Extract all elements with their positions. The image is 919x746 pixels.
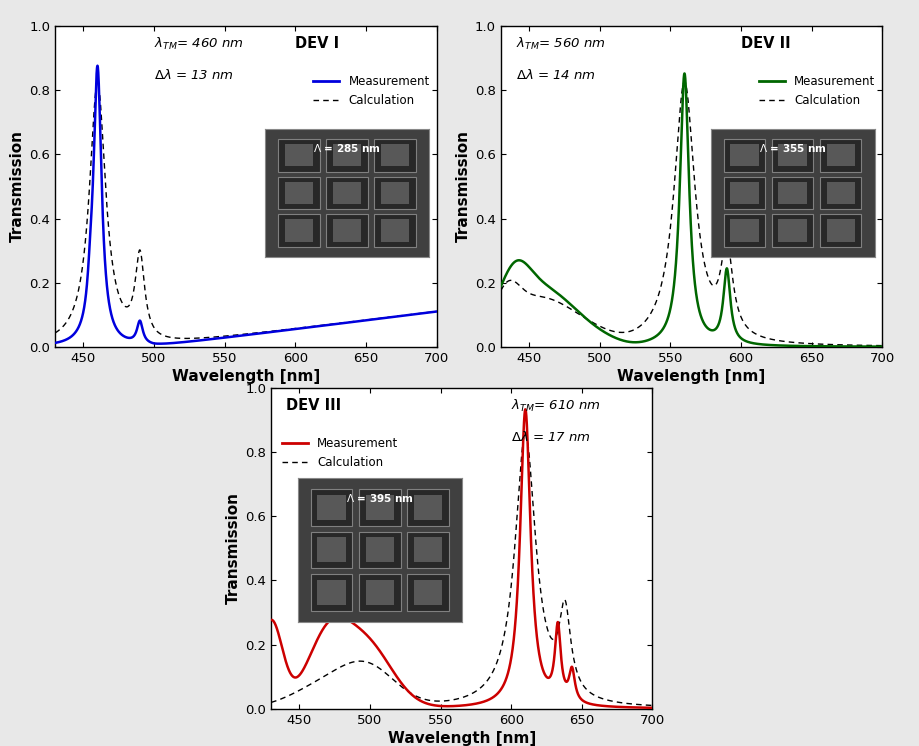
Text: $\lambda_{TM}$= 560 nm: $\lambda_{TM}$= 560 nm [516, 36, 606, 51]
X-axis label: Wavelength [nm]: Wavelength [nm] [388, 731, 536, 746]
Text: $\Delta\lambda$ = 14 nm: $\Delta\lambda$ = 14 nm [516, 68, 596, 82]
Text: DEV I: DEV I [295, 36, 339, 51]
Text: $\Delta\lambda$ = 13 nm: $\Delta\lambda$ = 13 nm [154, 68, 234, 82]
Text: DEV II: DEV II [741, 36, 790, 51]
X-axis label: Wavelength [nm]: Wavelength [nm] [618, 369, 766, 384]
Y-axis label: Transmission: Transmission [456, 131, 471, 242]
Text: DEV III: DEV III [287, 398, 342, 413]
X-axis label: Wavelength [nm]: Wavelength [nm] [172, 369, 320, 384]
Text: $\Delta\lambda$ = 17 nm: $\Delta\lambda$ = 17 nm [511, 430, 591, 444]
Y-axis label: Transmission: Transmission [226, 492, 241, 604]
Text: $\lambda_{TM}$= 610 nm: $\lambda_{TM}$= 610 nm [511, 398, 601, 413]
Text: $\lambda_{TM}$= 460 nm: $\lambda_{TM}$= 460 nm [154, 36, 244, 51]
Legend: Measurement, Calculation: Measurement, Calculation [277, 433, 403, 474]
Y-axis label: Transmission: Transmission [10, 131, 25, 242]
Legend: Measurement, Calculation: Measurement, Calculation [754, 71, 880, 112]
Legend: Measurement, Calculation: Measurement, Calculation [309, 71, 435, 112]
